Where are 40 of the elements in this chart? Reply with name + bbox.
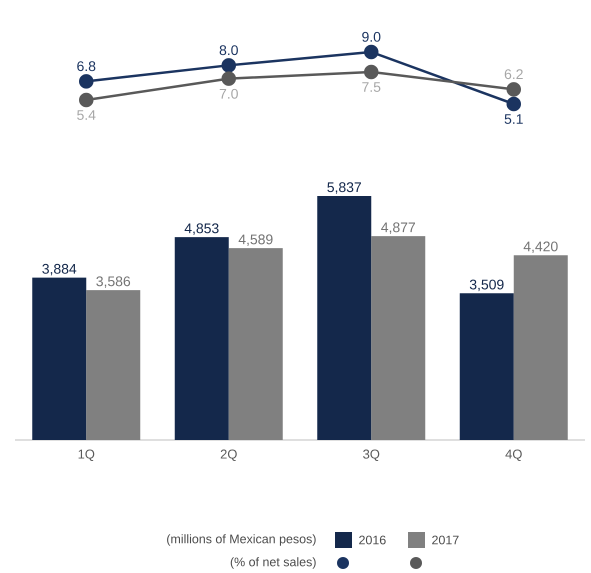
data-label: 3,884 — [42, 264, 76, 276]
data-label: 5.4 — [77, 110, 96, 120]
bar — [317, 196, 372, 440]
x-tick-label: 1Q — [78, 450, 94, 462]
data-label: 4,853 — [184, 223, 219, 235]
point — [506, 96, 522, 112]
legend-label: 2016 — [359, 536, 386, 544]
legend-label: 2017 — [432, 536, 459, 544]
text: (millions of Mexican pesos) — [167, 534, 316, 546]
point — [79, 74, 94, 89]
bar — [32, 278, 86, 440]
bar — [514, 255, 568, 440]
data-label: 3,509 — [470, 280, 504, 292]
text: (% of net sales) — [230, 557, 316, 569]
data-label: 4,877 — [381, 222, 416, 234]
data-label: 6.2 — [504, 69, 523, 80]
data-label: 3,586 — [96, 276, 130, 288]
data-label: 4,589 — [238, 234, 273, 246]
point — [79, 92, 94, 108]
x-tick-label: 4Q — [505, 450, 522, 462]
data-label: 8.0 — [220, 45, 238, 56]
data-label: 7.0 — [220, 88, 238, 99]
bar — [174, 237, 229, 440]
point — [222, 58, 236, 73]
x-tick-label: 3Q — [363, 450, 380, 462]
data-label: 7.5 — [362, 82, 380, 92]
data-label: 4,420 — [524, 241, 558, 254]
point — [506, 82, 522, 97]
data-label: 9.0 — [362, 32, 380, 42]
point — [364, 64, 378, 80]
bar — [86, 290, 140, 440]
bar — [460, 293, 514, 440]
data-label: 5,837 — [327, 182, 362, 194]
point — [364, 44, 378, 60]
bar — [228, 248, 283, 440]
data-label: 6.8 — [77, 61, 96, 72]
point — [222, 71, 236, 86]
data-label: 5.1 — [504, 114, 523, 124]
bar — [371, 236, 426, 440]
x-tick-label: 2Q — [220, 450, 237, 462]
